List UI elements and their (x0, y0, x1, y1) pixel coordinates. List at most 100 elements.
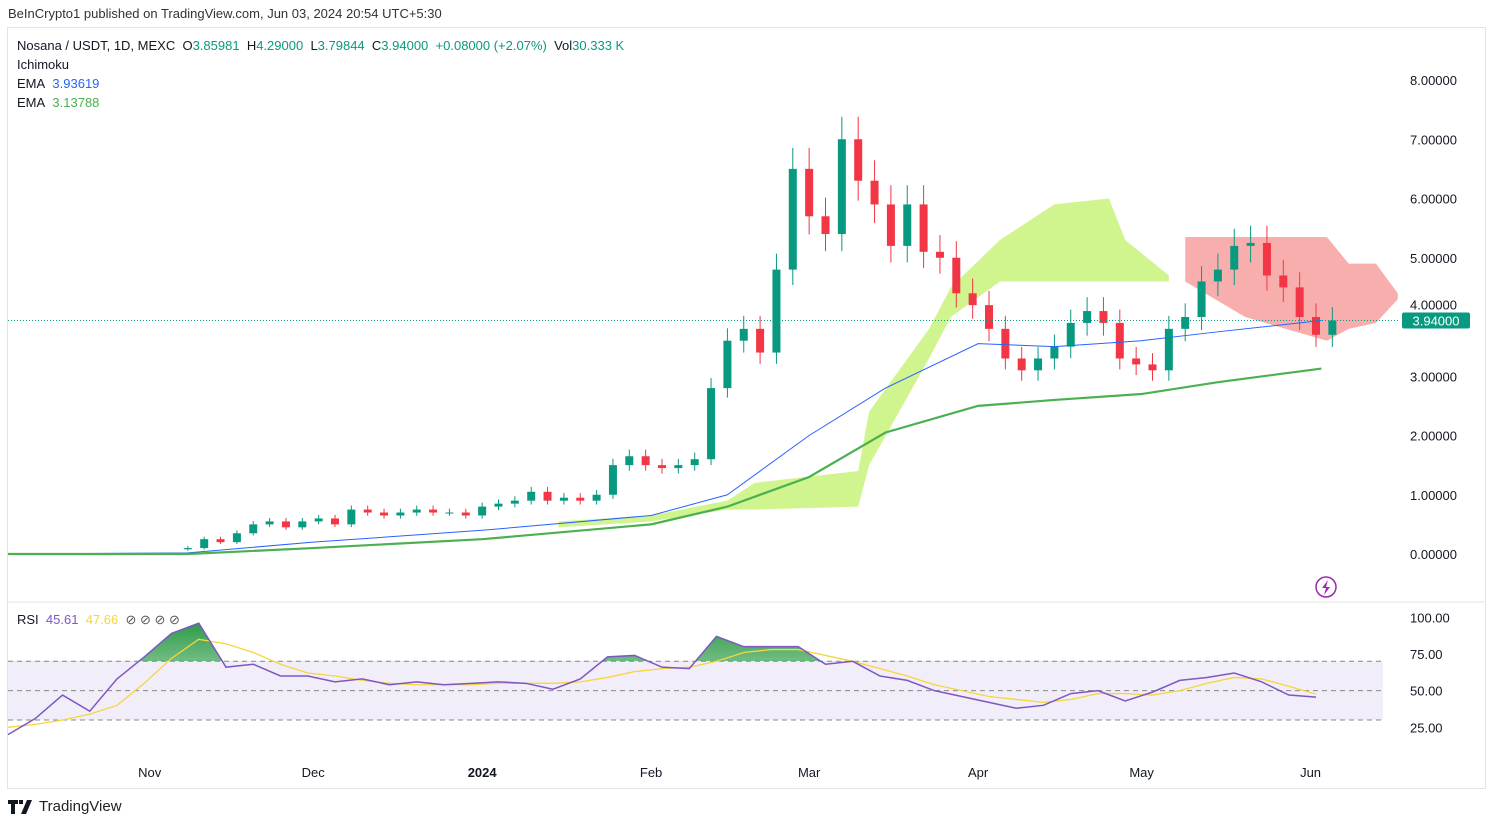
candle-body (870, 180, 879, 205)
ema-slow-label[interactable]: EMA (17, 95, 46, 110)
ema-fast-label[interactable]: EMA (17, 76, 46, 91)
candle-body (1115, 322, 1124, 359)
candle-body (658, 465, 666, 469)
ema-fast-value: 3.93619 (52, 76, 100, 91)
candle-body (592, 494, 601, 501)
candle-body (739, 328, 748, 341)
candle-body (478, 506, 487, 516)
price-tick-label: 5.00000 (1410, 251, 1457, 266)
candle-body (772, 269, 781, 353)
candle-body (576, 497, 585, 501)
price-tick-label: 3.00000 (1410, 369, 1457, 384)
volume-label: Vol (554, 38, 573, 53)
close-label: C (371, 38, 382, 53)
rsi-value: 45.61 (45, 612, 79, 627)
chart-frame (7, 27, 1486, 789)
rsi-tick-label: 75.00 (1410, 647, 1443, 662)
candle-body (429, 509, 438, 513)
candle-body (1328, 320, 1337, 335)
candle-body (1132, 358, 1141, 365)
time-tick-label: 2024 (468, 765, 498, 780)
price-tick-label: 4.00000 (1410, 298, 1457, 313)
candle-body (854, 139, 863, 181)
candle-body (559, 497, 568, 501)
candle-body (232, 533, 241, 543)
candle-body (281, 521, 290, 528)
rsi-label[interactable]: RSI (17, 612, 39, 627)
high-value: 4.29000 (256, 38, 304, 53)
tradingview-logo: TradingView (8, 798, 122, 815)
high-label: H (246, 38, 257, 53)
candle-body (396, 512, 405, 516)
candle-body (216, 539, 225, 543)
time-tick-label: May (1129, 765, 1154, 780)
ema-fast-line (7, 320, 1322, 555)
candle-body (952, 257, 961, 294)
candle-body (1295, 287, 1304, 317)
last-price-badge (1402, 312, 1470, 329)
candle-body (935, 251, 944, 258)
candle-body (200, 539, 209, 549)
rsi-tick-label: 50.00 (1410, 684, 1443, 699)
candle-body (1050, 346, 1059, 359)
candle-body (674, 465, 683, 469)
candle-body (298, 521, 307, 528)
candle-body (805, 168, 814, 217)
chart-legend: Nosana / USDT, 1D, MEXC O3.85981 H4.2900… (17, 36, 624, 112)
time-tick-label: Dec (302, 765, 326, 780)
time-tick-label: Apr (968, 765, 989, 780)
change-value: +0.08000 (+2.07%) (435, 38, 547, 53)
candle-body (1230, 245, 1239, 270)
candle-body (347, 509, 356, 525)
candle-body (723, 340, 732, 389)
time-tick-label: Nov (138, 765, 162, 780)
ichimoku-label[interactable]: Ichimoku (17, 57, 70, 72)
rsi-line (7, 622, 1317, 736)
candle-body (1312, 317, 1320, 335)
price-tick-label: 7.00000 (1410, 132, 1457, 147)
price-tick-label: 8.00000 (1410, 73, 1457, 88)
candle-body (1164, 328, 1173, 371)
candle-body (707, 388, 716, 460)
candle-body (314, 518, 323, 522)
rsi-ma-value: 47.66 (85, 612, 119, 627)
price-tick-label: 2.00000 (1410, 429, 1457, 444)
candle-body (527, 491, 536, 501)
candle-body (1279, 275, 1288, 288)
candle-body (919, 204, 928, 252)
candle-body (1099, 311, 1108, 323)
candle-body (1197, 281, 1206, 317)
open-value: 3.85981 (192, 38, 240, 53)
candle-body (1001, 328, 1010, 359)
candle-body (1148, 364, 1157, 371)
candle-body (903, 204, 912, 246)
candle-body (690, 459, 699, 466)
time-tick-label: Mar (798, 765, 821, 780)
lightning-icon (1322, 580, 1330, 595)
ema-slow-value: 3.13788 (52, 95, 100, 110)
brand-name: TradingView (39, 798, 122, 815)
symbol-label[interactable]: Nosana / USDT, 1D, MEXC (17, 38, 176, 53)
candle-body (837, 139, 846, 235)
alert-lightning-icon[interactable] (1315, 576, 1337, 598)
candle-body (1034, 358, 1043, 371)
candle-body (183, 548, 192, 550)
tradingview-logo-icon (8, 799, 32, 814)
open-label: O (182, 38, 193, 53)
candle-body (445, 512, 454, 514)
rsi-tick-label: 100.00 (1410, 610, 1450, 625)
candle-body (380, 512, 389, 516)
low-label: L (310, 38, 318, 53)
candle-body (1017, 358, 1026, 371)
rsi-tick-label: 25.00 (1410, 720, 1443, 735)
candle-body (363, 509, 372, 513)
rsi-ma-line (7, 638, 1317, 728)
candle-body (625, 456, 634, 466)
candle-body (249, 524, 258, 534)
candle-body (641, 456, 650, 466)
publisher-caption: BeInCrypto1 published on TradingView.com… (8, 6, 442, 21)
candle-body (510, 500, 519, 504)
time-tick-label: Jun (1300, 765, 1321, 780)
candle-body (412, 509, 421, 513)
